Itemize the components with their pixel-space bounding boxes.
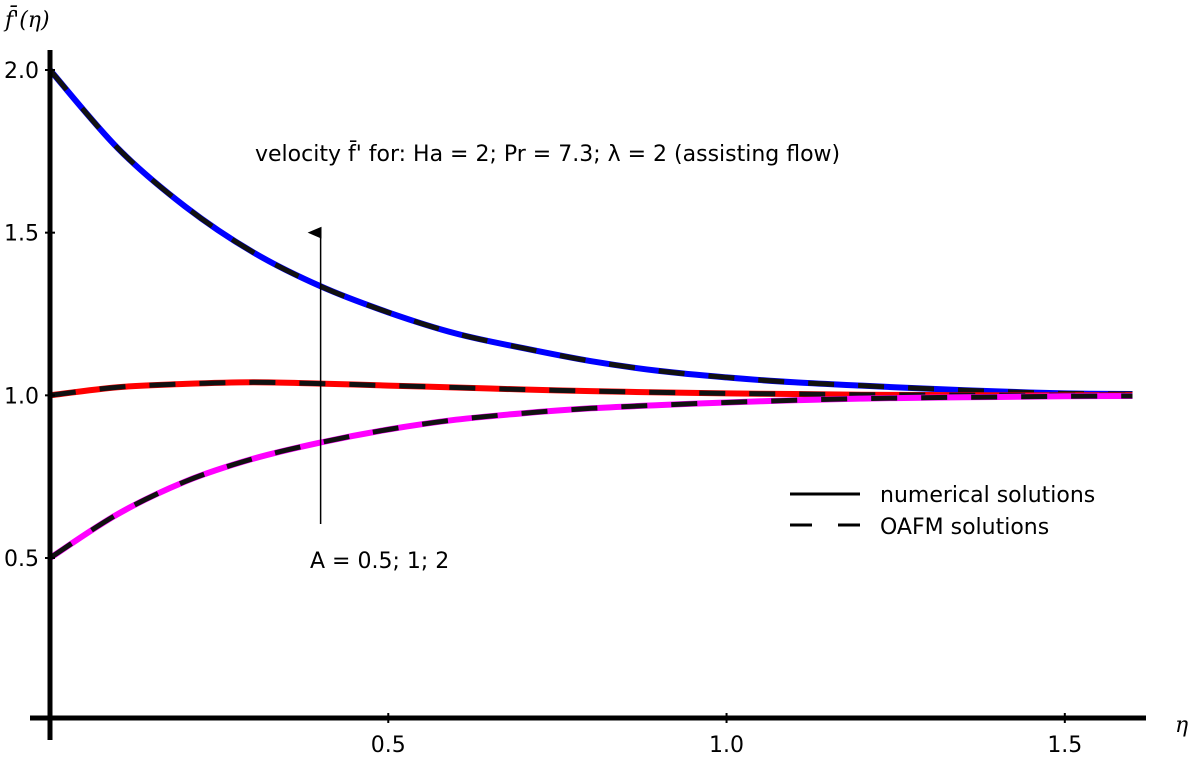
- y-tick-label: 0.5: [4, 547, 39, 572]
- x-tick-label: 1.5: [1047, 733, 1082, 758]
- chart-title: velocity f̄' for: Ha = 2; Pr = 7.3; λ = …: [255, 141, 840, 167]
- legend-label-numerical: numerical solutions: [880, 483, 1095, 508]
- y-tick-label: 1.5: [4, 222, 39, 247]
- x-tick-label: 0.5: [371, 733, 406, 758]
- y-tick-label: 2.0: [4, 59, 39, 84]
- series-layer: [47, 68, 1133, 561]
- legend-label-oafm: OAFM solutions: [880, 515, 1049, 540]
- parameter-annotation: A = 0.5; 1; 2: [310, 549, 449, 574]
- series-dashed-overlay-0: [48, 68, 1133, 397]
- tick-layer: 0.5 1.0 1.5 0.5 1.0 1.5 2.0: [4, 59, 1082, 758]
- y-tick-label: 1.0: [4, 384, 39, 409]
- series-line-0: [47, 68, 1133, 397]
- x-axis-label: η: [1175, 713, 1188, 738]
- y-axis-label: f̄'(η): [3, 5, 50, 33]
- legend: numerical solutions OAFM solutions: [790, 483, 1095, 540]
- series-dashed-overlay-2: [48, 393, 1133, 561]
- x-tick-label: 1.0: [709, 733, 744, 758]
